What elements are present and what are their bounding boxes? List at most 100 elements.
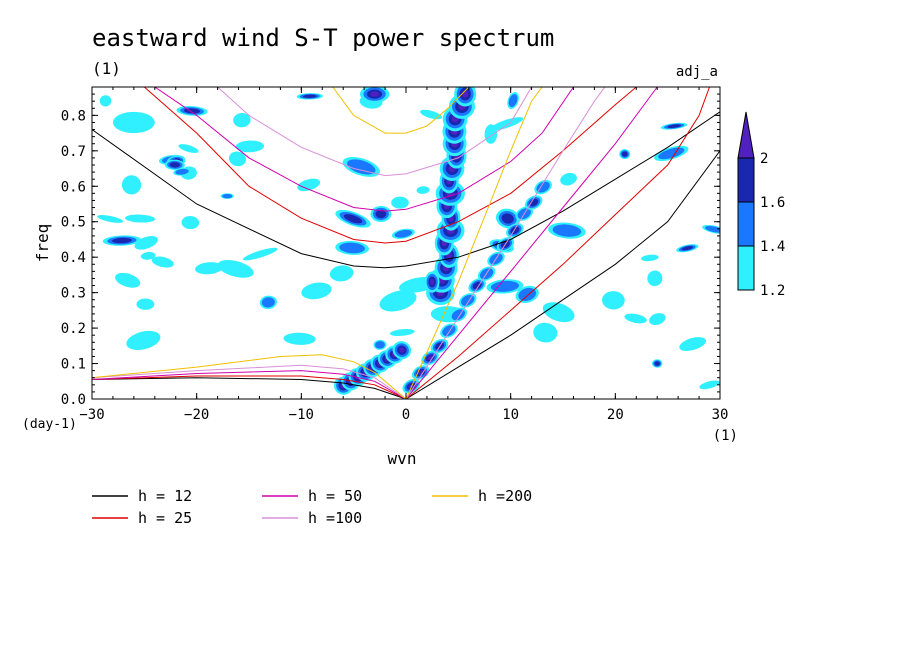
power-blob xyxy=(619,149,631,160)
contour-level-1 xyxy=(533,322,558,343)
power-blob xyxy=(242,247,278,261)
power-blob xyxy=(229,151,247,167)
power-blob xyxy=(654,145,689,162)
dispersion-kelvin-h25 xyxy=(405,87,710,399)
power-blob xyxy=(335,209,371,228)
contour-level-2 xyxy=(442,325,456,337)
power-blob xyxy=(651,359,663,368)
contour-level-4 xyxy=(462,90,469,98)
power-blob xyxy=(542,302,575,323)
power-blob xyxy=(440,323,458,338)
power-blob xyxy=(140,251,156,260)
contour-level-2 xyxy=(490,280,520,292)
power-blob xyxy=(699,380,720,390)
contour-level-1 xyxy=(283,332,316,345)
power-blob xyxy=(392,341,412,360)
legend-label: h = 12 xyxy=(138,487,192,505)
contour-level-1 xyxy=(233,113,251,128)
dispersion-gravity-h25 xyxy=(143,87,637,244)
colorbar: 2 1.6 1.4 1.2 xyxy=(737,111,785,299)
contour-level-3 xyxy=(681,246,694,251)
contour-level-1 xyxy=(679,337,707,351)
contour-level-1 xyxy=(301,282,332,300)
power-blob xyxy=(134,236,158,250)
power-blob xyxy=(151,256,174,268)
power-blob xyxy=(389,329,415,337)
contour-level-1 xyxy=(126,330,161,351)
power-blob xyxy=(484,124,498,144)
dispersion-rossby-h200 xyxy=(92,354,407,399)
power-blob xyxy=(173,167,191,176)
y-tick-label: 0.5 xyxy=(61,215,86,231)
colorbar-arrow xyxy=(737,111,755,159)
contour-level-1 xyxy=(490,117,524,131)
contour-level-3 xyxy=(501,213,514,224)
power-blob xyxy=(641,254,659,262)
contour-level-1 xyxy=(624,313,647,324)
power-blob xyxy=(235,140,265,153)
power-blob xyxy=(121,175,142,195)
power-blob xyxy=(424,271,440,293)
power-blob xyxy=(458,293,477,308)
contour-level-3 xyxy=(529,198,539,207)
contour-level-1 xyxy=(134,236,158,250)
dispersion-kelvin-h200 xyxy=(405,87,543,399)
x-axis-label: wvn xyxy=(388,449,417,468)
contour-level-2 xyxy=(175,168,189,175)
contour-level-2 xyxy=(658,147,685,160)
contour-level-1 xyxy=(602,291,625,310)
colorbar-label: 1.6 xyxy=(760,195,785,211)
contour-level-3 xyxy=(302,94,317,98)
x-tick-label: 30 xyxy=(712,407,729,423)
legend-label: h = 25 xyxy=(138,509,192,527)
legend-label: h =100 xyxy=(308,509,362,527)
power-blob xyxy=(507,92,519,110)
contour-level-3 xyxy=(343,214,363,224)
power-blob xyxy=(164,159,185,171)
x-tick-label: −10 xyxy=(289,407,314,423)
dispersion-kelvin-h12 xyxy=(405,150,720,399)
power-blob xyxy=(370,205,392,223)
legend-label: h = 50 xyxy=(308,487,362,505)
power-blob xyxy=(649,313,666,326)
contour-level-1 xyxy=(416,186,430,194)
contour-level-2 xyxy=(508,94,518,107)
power-blob xyxy=(125,214,156,223)
y-tick-label: 0.6 xyxy=(61,179,86,195)
dispersion-rossby-h50 xyxy=(92,370,407,399)
power-blob xyxy=(495,208,520,229)
power-blob xyxy=(660,122,688,130)
power-blob xyxy=(391,228,415,239)
power-blob xyxy=(136,298,155,310)
dispersion-gravity-h100 xyxy=(217,87,533,177)
contour-level-1 xyxy=(641,254,659,262)
colorbar-segment xyxy=(737,201,755,247)
power-blob xyxy=(297,178,321,192)
power-blob xyxy=(359,87,390,103)
dispersion-kelvin-h50 xyxy=(405,87,658,399)
units-label: (1) xyxy=(92,59,121,78)
contour-level-1 xyxy=(178,144,199,153)
dispersion-kelvin-h100 xyxy=(405,87,606,399)
contour-level-3 xyxy=(169,162,181,168)
contour-level-1 xyxy=(217,260,254,278)
contour-level-1 xyxy=(649,313,666,326)
contour-level-2 xyxy=(552,224,582,237)
power-blob xyxy=(486,279,524,294)
power-blob xyxy=(490,117,524,131)
axes: −30 −20 −10 0 10 20 30 0.0 0.1 0.2 0.3 0.4 0.5 0.6 0.7… xyxy=(61,87,729,423)
power-blob xyxy=(283,332,316,345)
legend: h = 12 h = 25 h = 50 h =100 h =200 xyxy=(92,487,532,527)
chart-title: eastward wind S-T power spectrum xyxy=(92,24,554,52)
contour-level-1 xyxy=(125,214,156,223)
dispersion-rossby-h12 xyxy=(92,377,407,399)
colorbar-segment xyxy=(737,245,755,291)
power-blob xyxy=(647,270,663,287)
contour-level-3 xyxy=(654,361,660,366)
y-tick-label: 0.8 xyxy=(61,108,86,124)
y-tick-label: 0.4 xyxy=(61,250,86,266)
contour-level-2 xyxy=(705,226,720,233)
contour-level-2 xyxy=(347,159,376,175)
contour-level-1 xyxy=(181,216,200,230)
